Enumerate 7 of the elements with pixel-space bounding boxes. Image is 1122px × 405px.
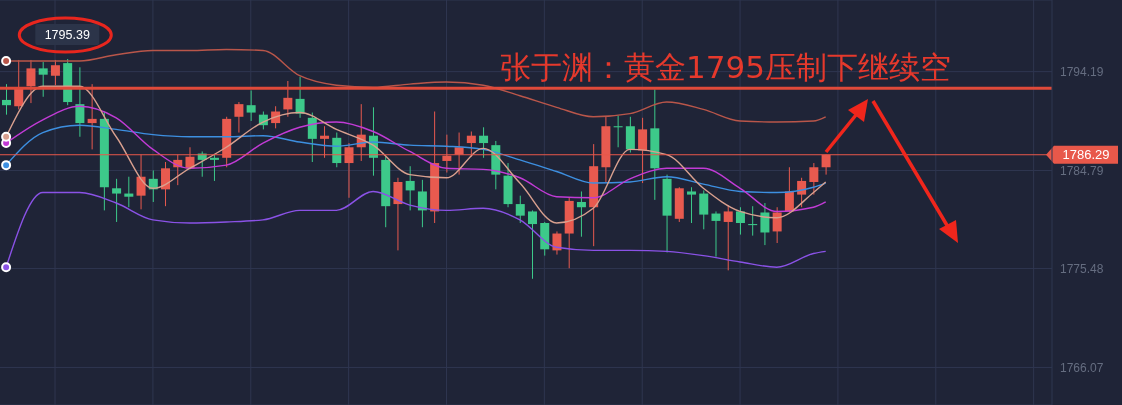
y-tick-label: 1766.07 — [1060, 360, 1104, 375]
text: 张于渊：黄金1795压制下继续空 — [500, 48, 951, 87]
y-tick-label: 1775.48 — [1060, 261, 1104, 276]
ref-line-label: 1786.29 — [1062, 147, 1110, 163]
y-tick-label: 1784.79 — [1060, 163, 1104, 178]
annotation: 1795.39 — [44, 28, 90, 43]
y-tick-label: 1794.19 — [1060, 64, 1104, 79]
